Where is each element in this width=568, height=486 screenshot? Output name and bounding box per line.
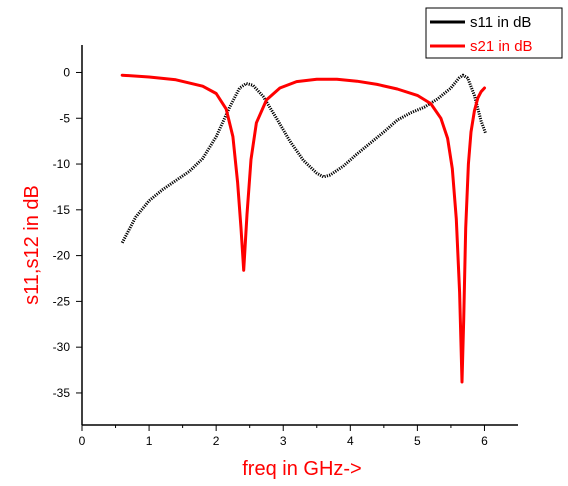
series-line-s21 [120,73,486,384]
x-tick-label: 4 [347,434,354,448]
y-tick-label: -20 [53,249,71,263]
x-axis-ticks: 0 1 2 3 4 5 6 [79,425,488,448]
y-tick-label: -15 [53,203,71,217]
plot-axes [81,45,518,426]
y-tick-label: -25 [53,294,71,308]
legend-frame [425,7,563,59]
legend-label-s11: s11 in dB [470,14,531,31]
x-tick-label: 0 [79,434,86,448]
y-tick-label: -30 [53,340,71,354]
y-tick-label: -35 [53,386,71,400]
legend-label-s21: s21 in dB [470,38,533,55]
series-layer [120,73,488,384]
y-tick-label: -10 [53,157,71,171]
y-tick-label: 0 [63,65,70,79]
legend: s11 in dB s21 in dB [425,7,563,59]
x-axis-title: freq in GHz-> [242,458,361,480]
x-tick-label: 2 [213,434,220,448]
y-axis-ticks: 0 -5 -10 -15 -20 -25 -30 -35 [53,65,82,400]
x-tick-label: 3 [280,434,287,448]
x-tick-label: 1 [146,434,153,448]
x-tick-label: 6 [481,434,488,448]
y-tick-label: -5 [59,111,70,125]
series-line-s11 [120,73,488,244]
x-tick-label: 5 [414,434,421,448]
y-axis-title: s11,s12 in dB [21,185,43,305]
